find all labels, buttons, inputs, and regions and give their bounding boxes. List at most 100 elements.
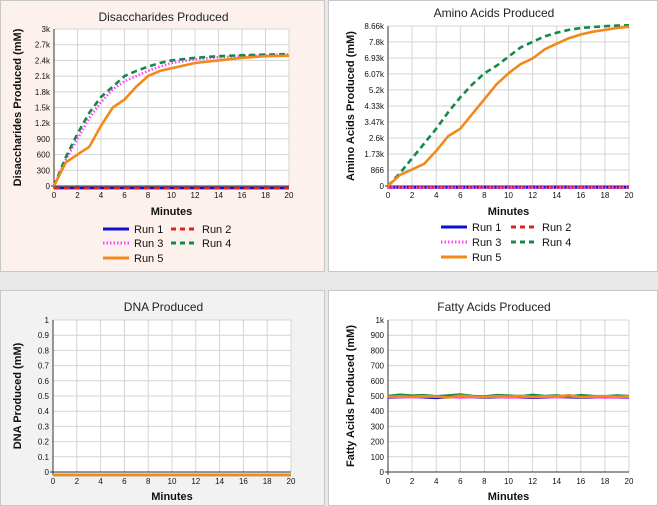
chart-1-x-tick-label: 6 [458, 191, 463, 200]
chart-3-y-tick-label: 400 [371, 407, 385, 416]
chart-2-x-tick-label: 6 [122, 477, 127, 486]
chart-0-x-axis-label: Minutes [151, 206, 193, 218]
chart-1-legend-label: Run 3 [472, 237, 501, 249]
chart-0-y-tick-label: 2.4k [35, 56, 51, 65]
chart-0-y-tick-label: 2.7k [35, 41, 51, 50]
chart-3-y-tick-label: 100 [371, 453, 385, 462]
chart-1-y-tick-label: 6.93k [364, 54, 385, 63]
fatty-acids-chart: 0 2 4 6 8 10 12 14 16 18 2001002003004005006007008… [345, 300, 634, 503]
chart-1-y-tick-label: 866 [371, 166, 385, 175]
chart-2-x-tick-label: 16 [239, 477, 248, 486]
chart-2-y-tick-label: 0.3 [38, 422, 50, 431]
chart-2-x-tick-label: 4 [98, 477, 103, 486]
chart-2-y-tick-label: 1 [45, 316, 50, 325]
dna-chart: 0 2 4 6 8 10 12 14 16 18 20 0 0.1 0.2 0.3 0.4 0.5 0.6 0.7 0… [12, 300, 296, 503]
chart-3-x-tick-label: 12 [528, 477, 537, 486]
chart-2-y-tick-label: 0.5 [38, 392, 50, 401]
chart-0-x-tick-label: 2 [75, 191, 80, 200]
chart-0-legend-item: Run 5 [103, 253, 163, 265]
chart-3-x-tick-label: 14 [552, 477, 561, 486]
chart-2-x-axis-label: Minutes [151, 491, 193, 503]
dna-chart-panel: 0 2 4 6 8 10 12 14 16 18 20 0 0.1 0.2 0.3 0.4 0.5 0.6 0.7 0… [0, 290, 325, 506]
chart-2-x-tick-label: 12 [191, 477, 200, 486]
chart-0-y-tick-label: 1.2k [35, 119, 51, 128]
chart-1-x-tick-label: 4 [434, 191, 439, 200]
chart-3-title: Fatty Acids Produced [437, 300, 550, 314]
chart-0-legend-item: Run 4 [171, 238, 231, 250]
chart-0-y-tick-label: 900 [37, 135, 51, 144]
chart-0-x-tick-label: 14 [214, 191, 223, 200]
chart-3-x-tick-label: 16 [576, 477, 585, 486]
chart-1-y-tick-label: 2.6k [369, 134, 385, 143]
chart-1-y-tick-label: 5.2k [369, 86, 385, 95]
chart-3-y-tick-label: 900 [371, 331, 385, 340]
chart-3-x-tick-label: 18 [600, 477, 609, 486]
chart-2-x-tick-label: 20 [287, 477, 296, 486]
chart-1-x-axis-label: Minutes [488, 206, 530, 218]
chart-0-legend-item: Run 3 [103, 238, 163, 250]
chart-2-x-tick-label: 14 [215, 477, 224, 486]
chart-0-x-tick-label: 20 [285, 191, 294, 200]
chart-0-x-tick-label: 12 [191, 191, 200, 200]
chart-1-legend-label: Run 2 [542, 222, 571, 234]
chart-1-legend-item: Run 4 [511, 237, 571, 249]
chart-3-y-tick-label: 1k [376, 316, 385, 325]
chart-3-y-tick-label: 700 [371, 362, 385, 371]
chart-2-y-tick-label: 0.8 [38, 346, 50, 355]
chart-3-y-tick-label: 300 [371, 422, 385, 431]
chart-2-x-tick-label: 2 [75, 477, 80, 486]
chart-2-y-tick-label: 0 [45, 468, 50, 477]
chart-0-y-tick-label: 1.8k [35, 88, 51, 97]
chart-1-legend-item: Run 1 [441, 222, 501, 234]
chart-3-y-tick-label: 800 [371, 346, 385, 355]
chart-1-x-tick-label: 16 [576, 191, 585, 200]
chart-0-x-tick-label: 16 [238, 191, 247, 200]
chart-0-legend-label: Run 2 [202, 224, 231, 236]
chart-2-y-tick-label: 0.6 [38, 377, 50, 386]
chart-1-legend-item: Run 2 [511, 222, 571, 234]
chart-0-y-tick-label: 2.1k [35, 72, 51, 81]
chart-0-x-tick-label: 4 [99, 191, 104, 200]
chart-0-x-tick-label: 18 [261, 191, 270, 200]
chart-0-legend-label: Run 1 [134, 224, 163, 236]
chart-2-y-axis-label: DNA Produced (mM) [12, 342, 24, 449]
chart-0-y-tick-label: 0 [46, 182, 51, 191]
chart-1-y-axis-label: Amino Acids Produced (mM) [345, 31, 357, 181]
chart-1-y-tick-label: 3.47k [364, 118, 385, 127]
chart-0-x-tick-label: 8 [146, 191, 151, 200]
chart-0-y-tick-label: 1.5k [35, 104, 51, 113]
chart-3-y-tick-label: 500 [371, 392, 385, 401]
chart-2-y-tick-label: 0.4 [38, 407, 50, 416]
chart-3-x-axis-label: Minutes [488, 491, 530, 503]
amino-acids-chart: 0 2 4 6 8 10 12 14 16 18 20 0 866 1.73k 2.6k 3.47k 4.33k… [345, 6, 634, 264]
chart-0-y-axis-label: Disaccharides Produced (mM) [12, 28, 24, 186]
chart-2-y-tick-label: 0.7 [38, 362, 50, 371]
chart-3-series-run-5 [387, 393, 630, 399]
chart-0-x-tick-label: 6 [122, 191, 127, 200]
chart-0-series-run-5 [52, 54, 290, 187]
chart-2-x-tick-label: 18 [263, 477, 272, 486]
chart-1-series-run-4 [387, 24, 630, 187]
chart-3-x-tick-label: 4 [434, 477, 439, 486]
chart-1-y-tick-label: 7.8k [369, 38, 385, 47]
chart-0-y-tick-label: 300 [37, 166, 51, 175]
chart-0-legend-label: Run 4 [202, 238, 231, 250]
amino-acids-chart-panel: 0 2 4 6 8 10 12 14 16 18 20 0 866 1.73k 2.6k 3.47k 4.33k… [328, 0, 658, 272]
chart-0-y-tick-label: 3k [42, 25, 51, 34]
chart-3-y-axis-label: Fatty Acids Produced (mM) [345, 325, 357, 467]
chart-3-x-tick-label: 20 [625, 477, 634, 486]
chart-2-x-tick-label: 10 [168, 477, 177, 486]
chart-2-x-tick-label: 8 [146, 477, 151, 486]
chart-3-y-tick-label: 200 [371, 438, 385, 447]
chart-0-legend-item: Run 2 [171, 224, 231, 236]
chart-1-y-tick-label: 4.33k [364, 102, 385, 111]
chart-1-series-run-5 [387, 25, 630, 187]
chart-0-legend-item: Run 1 [103, 224, 163, 236]
chart-1-title: Amino Acids Produced [434, 6, 555, 20]
chart-1-x-tick-label: 18 [600, 191, 609, 200]
chart-1-y-tick-label: 1.73k [364, 150, 385, 159]
chart-1-legend-label: Run 1 [472, 222, 501, 234]
chart-0-series-run-4 [52, 52, 290, 187]
chart-2-x-tick-label: 0 [51, 477, 56, 486]
chart-3-x-tick-label: 10 [504, 477, 513, 486]
